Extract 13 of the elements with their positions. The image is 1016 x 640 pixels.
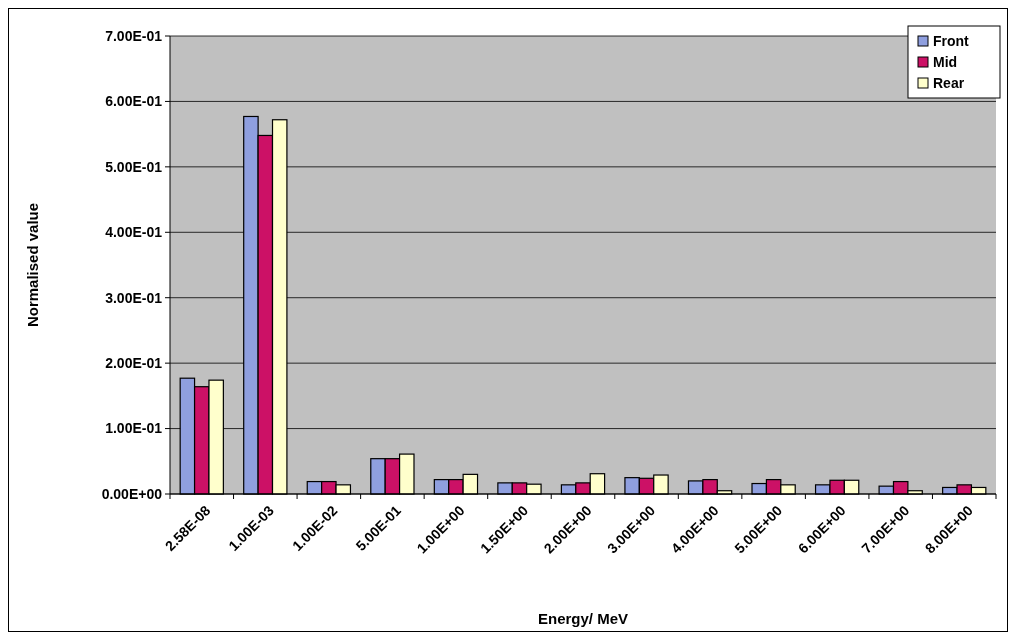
x-axis-title: Energy/ MeV (537, 610, 629, 627)
y-tick-label: 1.00E-01 (105, 420, 163, 437)
legend-label: Rear (933, 74, 965, 91)
y-tick-label: 4.00E-01 (105, 224, 163, 241)
y-tick-label: 0.00E+00 (101, 485, 163, 502)
y-tick-label: 7.00E-01 (105, 27, 163, 44)
legend-label: Mid (933, 53, 958, 70)
y-tick-label: 5.00E-01 (105, 158, 163, 175)
y-tick-label: 6.00E-01 (105, 93, 163, 110)
y-axis-title: Normalised value (24, 202, 41, 328)
y-tick-label: 2.00E-01 (105, 355, 163, 372)
legend-label: Front (933, 32, 970, 49)
y-tick-label: 3.00E-01 (105, 289, 163, 306)
